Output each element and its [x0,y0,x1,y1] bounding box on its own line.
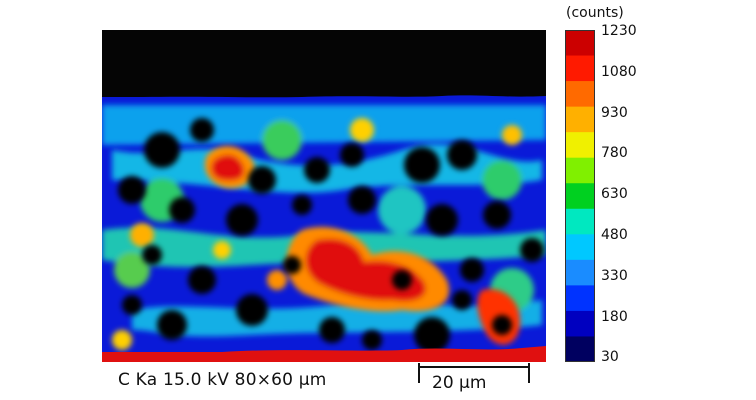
colorbar-swatch [565,183,595,210]
colorbar-tick-label: 780 [601,145,628,162]
colorbar [565,30,595,362]
scale-bar [418,363,530,383]
colorbar-tick-label: 180 [601,308,628,325]
colorbar-swatch [565,55,595,82]
edx-element-map [102,30,546,362]
colorbar-swatch [565,285,595,312]
colorbar-swatch [565,30,595,57]
colorbar-swatch [565,259,595,286]
map-dark-grains [118,118,544,353]
map-high-intensity [112,118,522,350]
colorbar-tick-label: 1080 [601,63,637,80]
map-bottom-band [102,346,546,362]
scale-bar-label: 20 µm [432,373,487,393]
colorbar-units: (counts) [566,5,624,21]
colorbar-swatch [565,157,595,184]
colorbar-tick-label: 630 [601,186,628,203]
colorbar-tick-label: 330 [601,267,628,284]
colorbar-tick-label: 480 [601,227,628,243]
colorbar-swatch [565,208,595,235]
colorbar-tick-label: 930 [601,104,628,121]
colorbar-swatch [565,81,595,108]
image-caption: C Ka 15.0 kV 80×60 µm [118,370,327,390]
colorbar-tick-label: 1230 [601,23,637,39]
colorbar-swatch [565,234,595,261]
colorbar-swatch [565,132,595,159]
map-top-band [102,30,546,98]
colorbar-swatch [565,310,595,337]
colorbar-swatch [565,336,595,362]
colorbar-swatch [565,106,595,133]
colorbar-tick-label: 30 [601,349,619,366]
